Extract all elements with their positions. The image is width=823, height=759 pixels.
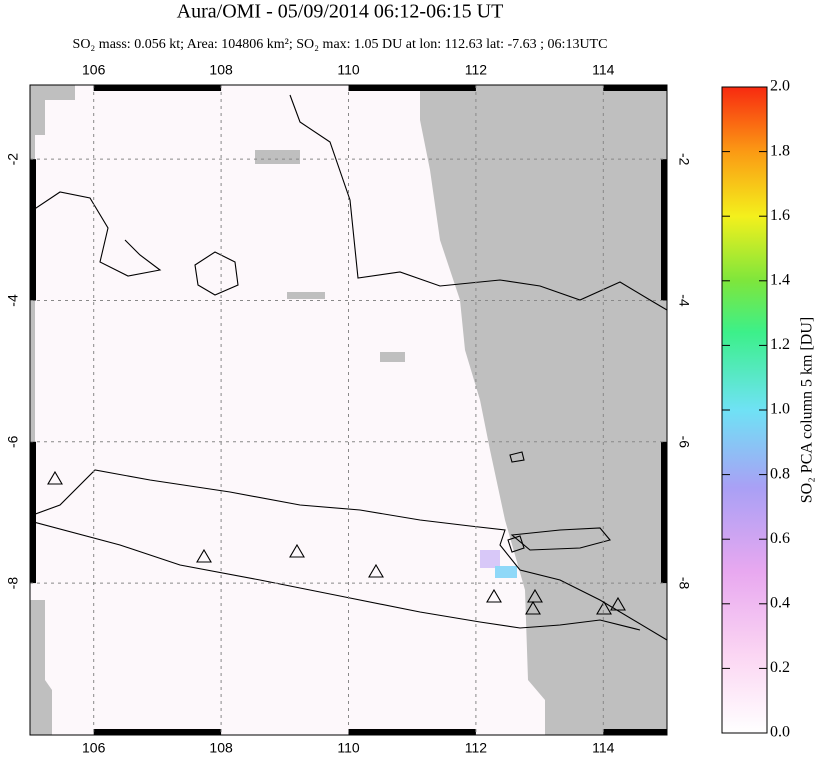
x-tick-label: 108 <box>209 740 233 756</box>
x-tick-label: 106 <box>82 62 106 78</box>
colorbar-tick-label: 1.0 <box>770 401 790 418</box>
volcanoes <box>47 470 626 615</box>
so2-pixel <box>480 550 500 568</box>
edge-bar <box>93 85 222 91</box>
x-tick-label: 106 <box>82 740 106 756</box>
y-tick-label: -8 <box>5 577 21 590</box>
coastline <box>30 191 162 277</box>
colorbar-tick-label: 0.2 <box>770 659 790 676</box>
y-tick-label: -6 <box>676 436 692 449</box>
coastline <box>509 451 525 463</box>
volcano-marker <box>47 470 626 615</box>
colorbar-tick-label: 0.6 <box>770 530 790 547</box>
so2-pixel <box>495 566 517 578</box>
y-tick-label: -4 <box>676 294 692 307</box>
edge-bar <box>603 85 667 91</box>
coastline <box>510 527 611 551</box>
x-tick-label: 108 <box>209 62 233 78</box>
colorbar-tick-label: 1.2 <box>770 336 790 353</box>
map-axes: 106 106 108 108 110 110 112 112 114 114 -2 -2 -4 -4 -6… <box>5 62 693 756</box>
colorbar-label: SO₂ PCA column 5 km [DU] <box>799 317 816 503</box>
coastline <box>289 94 667 311</box>
map-frame <box>29 84 668 736</box>
y-tick-label: -4 <box>5 294 21 307</box>
edge-bar <box>348 729 476 735</box>
no-data-patch <box>287 292 325 299</box>
x-tick-label: 112 <box>465 62 488 78</box>
y-tick-label: -6 <box>5 435 21 448</box>
colorbar-tick-label: 1.6 <box>770 207 790 224</box>
edge-bar <box>661 159 667 301</box>
x-tick-label: 112 <box>465 740 488 756</box>
colorbar-tick-label: 1.4 <box>770 271 790 288</box>
x-tick-label: 110 <box>337 740 360 756</box>
colorbar-tick-label: 0.4 <box>770 594 790 611</box>
y-tick-label: -2 <box>676 153 692 166</box>
colorbar-tick-label: 0.8 <box>770 465 790 482</box>
edge-bar <box>603 729 667 735</box>
x-tick-label: 114 <box>592 740 615 756</box>
colorbar-tick-label: 2.0 <box>770 78 790 95</box>
no-data-region <box>420 85 667 735</box>
colorbar-tick-label: 1.8 <box>770 142 790 159</box>
y-tick-label: -2 <box>5 153 21 166</box>
coastline <box>194 251 239 296</box>
x-tick-label: 114 <box>592 62 615 78</box>
edge-bar <box>93 729 222 735</box>
subtitle: SO₂ mass: 0.056 kt; Area: 104806 km²; SO… <box>73 37 608 52</box>
colorbar-axis: 0.0 0.2 0.4 0.6 0.8 1.0 1.2 1.4 1.6 1.8 2.0 <box>722 78 790 741</box>
coastline <box>30 469 667 641</box>
edge-bar <box>30 441 36 584</box>
edge-bar <box>30 159 36 301</box>
no-data-patch <box>255 150 300 164</box>
title: Aura/OMI - 05/09/2014 06:12-06:15 UT <box>177 1 504 23</box>
no-data-patch <box>380 352 405 362</box>
no-data-region <box>30 85 75 735</box>
x-tick-label: 110 <box>337 62 360 78</box>
edge-bar <box>348 85 476 91</box>
edge-bar <box>661 441 667 584</box>
y-tick-label: -8 <box>676 577 692 590</box>
coastline <box>507 535 525 553</box>
colorbar-tick-label: 0.0 <box>770 724 790 741</box>
